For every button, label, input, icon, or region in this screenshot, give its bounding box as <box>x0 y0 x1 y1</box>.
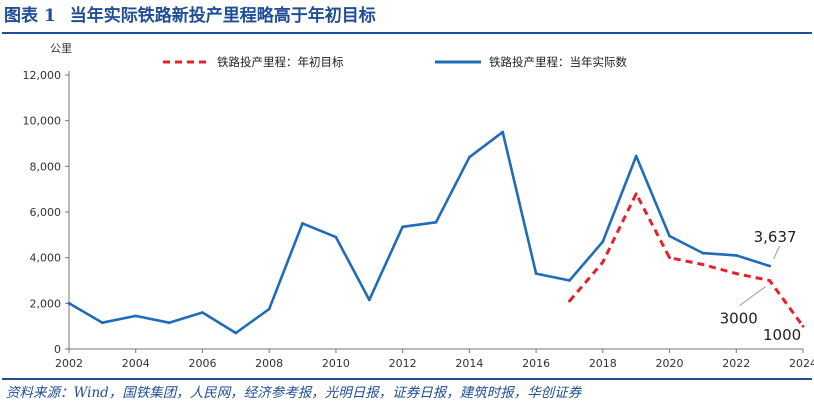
x-tick-label: 2014 <box>455 357 483 370</box>
y-tick-label: 10,000 <box>23 115 62 128</box>
chart-axes: 公里 0 2,000 4,000 6,000 8,000 10,000 12,000 2002 2… <box>23 42 814 370</box>
x-tick-label: 2016 <box>522 357 550 370</box>
series-line-actual <box>68 130 770 335</box>
chart-series <box>67 130 805 335</box>
data-point <box>701 263 705 266</box>
y-unit-label: 公里 <box>50 42 72 55</box>
y-tick-label: 4,000 <box>30 252 62 265</box>
data-point <box>534 272 538 276</box>
data-point <box>568 279 571 282</box>
chart-annotations: 3,637 3000 1000 <box>720 228 802 344</box>
figure-label: 图表 1 <box>4 6 56 26</box>
figure-title: 图表 1 当年实际铁路新投产里程略高于年初目标 <box>4 2 810 30</box>
x-tick-label: 2008 <box>255 357 283 370</box>
annotation-actual-value: 3,637 <box>754 228 797 246</box>
x-tick-label: 2002 <box>55 357 83 370</box>
legend-label: 铁路投产里程：年初目标 <box>217 55 344 69</box>
annotation-leader <box>739 286 766 306</box>
figure-title-text: 当年实际铁路新投产里程略高于年初目标 <box>69 6 376 26</box>
data-point <box>401 225 405 229</box>
x-tick-label: 2018 <box>589 357 617 370</box>
data-point <box>634 154 638 158</box>
data-point <box>634 192 638 196</box>
y-tick-label: 2,000 <box>30 297 62 310</box>
x-tick-label: 2006 <box>188 357 216 370</box>
data-point <box>668 234 671 238</box>
x-tick-label: 2010 <box>322 357 350 370</box>
annotation-target-2024: 1000 <box>763 326 801 344</box>
annotation-target-value: 3000 <box>720 310 758 328</box>
data-point <box>768 264 772 268</box>
data-point <box>234 331 238 335</box>
line-chart: 公里 0 2,000 4,000 6,000 8,000 10,000 12,000 2002 2… <box>23 42 814 370</box>
source-rule <box>2 378 812 380</box>
y-tick-label: 8,000 <box>30 160 62 173</box>
data-point <box>701 251 705 255</box>
data-point <box>434 220 438 224</box>
data-point <box>568 299 571 303</box>
chart-legend: 铁路投产里程：年初目标 铁路投产里程：当年实际数 <box>163 55 627 69</box>
data-point <box>267 307 271 311</box>
data-point <box>134 314 138 318</box>
data-point <box>801 324 805 328</box>
title-rule <box>2 32 812 34</box>
data-point <box>601 240 605 244</box>
x-tick-label: 2022 <box>722 357 750 370</box>
data-point <box>301 222 304 225</box>
data-point <box>734 272 738 276</box>
x-tick-label: 2012 <box>389 357 417 370</box>
y-tick-label: 6,000 <box>30 206 62 219</box>
data-point <box>668 256 671 260</box>
data-point <box>601 260 605 264</box>
data-point <box>734 253 738 257</box>
y-tick-label: 0 <box>54 343 61 356</box>
y-tick-label: 12,000 <box>23 69 62 82</box>
annotation-leader <box>773 245 781 260</box>
x-tick-label: 2020 <box>656 357 684 370</box>
data-point <box>501 130 505 134</box>
data-point <box>467 155 471 159</box>
data-point <box>768 279 772 282</box>
data-point <box>367 298 371 302</box>
x-tick-label: 2024 <box>789 357 814 370</box>
x-tick-label: 2004 <box>122 357 150 370</box>
legend-label: 铁路投产里程：当年实际数 <box>489 55 627 69</box>
data-point <box>334 235 338 239</box>
series-line-target <box>568 192 805 328</box>
data-point <box>100 321 104 325</box>
data-point <box>201 311 204 314</box>
data-point <box>67 301 71 305</box>
source-note: 资料来源：Wind，国铁集团，人民网，经济参考报，光明日报，证券日报，建筑时报，… <box>6 385 582 401</box>
data-point <box>167 321 171 325</box>
